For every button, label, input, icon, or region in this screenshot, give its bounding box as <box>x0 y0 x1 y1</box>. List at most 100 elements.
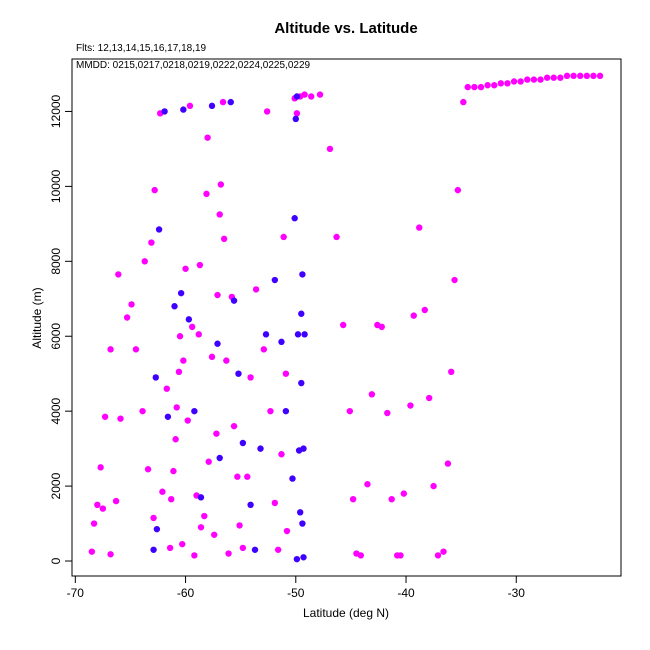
data-point-series-1 <box>201 512 208 520</box>
data-point-series-2 <box>301 331 308 338</box>
data-point-series-1 <box>440 548 447 555</box>
data-point-series-1 <box>308 93 315 100</box>
data-point-series-1 <box>132 346 140 353</box>
data-point-series-1 <box>346 407 354 415</box>
data-point-series-2 <box>185 316 193 323</box>
data-point-series-1 <box>477 83 485 91</box>
y-tick-label: 12000 <box>49 94 63 128</box>
data-point-series-2 <box>191 407 198 415</box>
data-point-series-1 <box>179 540 186 548</box>
data-point-series-1 <box>151 186 158 194</box>
data-point-series-2 <box>180 106 187 113</box>
data-point-series-2 <box>294 331 302 338</box>
data-point-series-1 <box>94 501 101 509</box>
data-point-series-1 <box>400 490 408 497</box>
data-point-series-1 <box>388 495 395 503</box>
data-point-series-2 <box>171 303 178 310</box>
data-point-series-2 <box>227 98 234 106</box>
data-point-series-2 <box>293 555 301 563</box>
data-point-series-1 <box>99 505 107 512</box>
data-point-series-1 <box>144 466 152 473</box>
data-point-series-1 <box>176 333 184 340</box>
data-point-series-1 <box>430 482 437 490</box>
data-point-series-2 <box>197 494 205 501</box>
data-point-series-2 <box>161 108 168 115</box>
data-point-series-1 <box>239 544 247 552</box>
data-point-series-2 <box>235 370 242 377</box>
data-point-series-2 <box>247 501 254 509</box>
data-point-series-2 <box>214 340 221 347</box>
data-point-series-1 <box>384 409 391 417</box>
data-point-series-2 <box>291 215 298 222</box>
data-point-series-1 <box>282 370 290 377</box>
x-tick-label: -40 <box>397 586 415 600</box>
data-point-series-1 <box>583 72 591 80</box>
data-point-series-1 <box>416 224 423 231</box>
data-point-series-1 <box>182 265 189 272</box>
y-tick-label: 0 <box>49 557 63 564</box>
data-point-series-1 <box>464 83 471 91</box>
data-point-series-1 <box>563 72 571 80</box>
data-point-series-1 <box>107 551 114 558</box>
y-tick-label: 10000 <box>49 169 63 203</box>
data-point-series-1 <box>90 520 98 527</box>
data-point-series-1 <box>410 312 417 319</box>
data-point-series-1 <box>195 331 202 338</box>
data-point-series-1 <box>180 357 187 364</box>
data-point-series-1 <box>247 374 254 381</box>
data-point-series-1 <box>123 314 131 321</box>
data-point-series-1 <box>434 552 442 559</box>
data-point-series-1 <box>368 391 376 398</box>
data-point-series-1 <box>219 98 227 106</box>
data-point-series-1 <box>550 74 557 81</box>
data-point-series-1 <box>214 291 221 299</box>
data-point-series-1 <box>364 481 371 488</box>
data-point-series-1 <box>274 546 282 553</box>
data-point-series-1 <box>454 186 462 194</box>
data-point-series-1 <box>537 76 544 83</box>
data-point-series-1 <box>471 83 478 91</box>
data-point-series-1 <box>216 211 223 218</box>
plot-frame <box>71 58 622 577</box>
data-point-series-1 <box>139 407 146 415</box>
data-point-series-1 <box>280 233 287 241</box>
data-point-series-1 <box>101 413 109 420</box>
data-point-series-1 <box>278 451 285 458</box>
data-point-series-1 <box>484 82 491 89</box>
data-point-series-2 <box>271 276 279 284</box>
data-point-series-1 <box>205 458 212 465</box>
data-point-series-1 <box>115 271 122 278</box>
chart-title: Altitude vs. Latitude <box>274 20 417 37</box>
data-point-series-2 <box>296 509 304 516</box>
data-point-series-1 <box>88 548 96 555</box>
data-point-series-1 <box>186 102 194 110</box>
data-point-series-1 <box>184 417 191 424</box>
data-point-series-1 <box>590 72 597 80</box>
data-point-series-2 <box>208 102 216 110</box>
data-point-series-2 <box>150 546 157 553</box>
data-point-series-1 <box>230 422 238 430</box>
y-tick-label: 6000 <box>49 323 63 350</box>
data-point-series-2 <box>299 520 306 527</box>
data-point-series-2 <box>152 374 159 381</box>
data-point-series-2 <box>292 115 299 123</box>
data-point-series-2 <box>293 93 301 100</box>
data-point-series-1 <box>170 467 177 475</box>
data-point-series-1 <box>448 368 455 376</box>
data-point-series-1 <box>166 544 174 552</box>
data-point-series-1 <box>196 261 204 269</box>
data-point-series-2 <box>257 445 264 452</box>
data-point-series-2 <box>299 271 306 278</box>
data-point-series-1 <box>107 346 114 353</box>
data-point-series-1 <box>112 497 120 505</box>
y-axis: 0 2000 4000 6000 8000 10000 12000 <box>49 94 73 564</box>
data-point-series-1 <box>460 98 467 106</box>
y-tick-label: 8000 <box>49 248 63 275</box>
data-point-series-2 <box>239 439 247 447</box>
x-tick-label: -30 <box>508 586 526 600</box>
data-point-series-2 <box>155 226 163 233</box>
data-point-series-1 <box>204 134 211 141</box>
data-point-series-1 <box>141 258 148 265</box>
data-point-series-1 <box>191 552 198 559</box>
